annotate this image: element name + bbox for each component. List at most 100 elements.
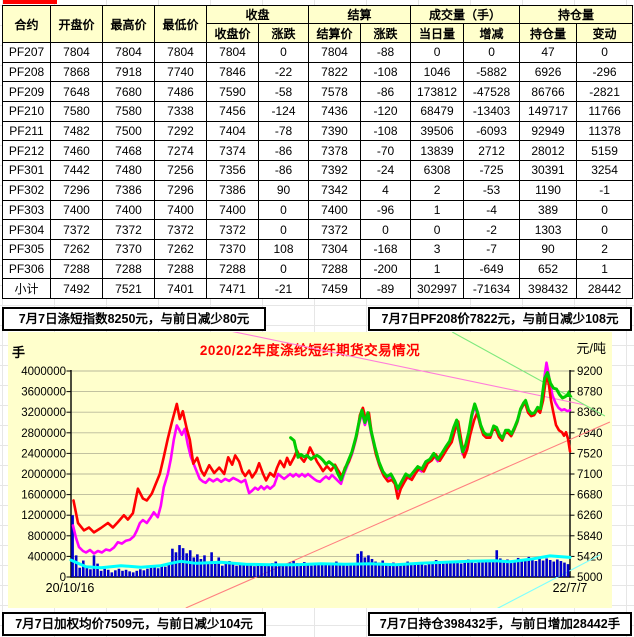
cell[interactable]: 7372 <box>102 219 155 240</box>
cell[interactable]: PF211 <box>2 120 51 142</box>
cell[interactable]: -168 <box>360 238 412 260</box>
cell[interactable]: 7804 <box>154 42 207 63</box>
cell[interactable]: PF207 <box>2 42 51 63</box>
column-header[interactable]: 结算价 <box>308 23 362 43</box>
cell[interactable]: 7274 <box>154 140 207 162</box>
column-header[interactable]: 持仓量 <box>519 23 578 43</box>
cell[interactable]: 7372 <box>50 219 103 240</box>
cell[interactable]: PF302 <box>2 179 51 201</box>
cell[interactable]: 小计 <box>2 278 51 299</box>
cell[interactable]: 7400 <box>206 199 259 221</box>
group-header[interactable]: 结算 <box>308 5 412 24</box>
cell[interactable]: -124 <box>257 101 310 122</box>
cell[interactable]: -7 <box>463 238 521 260</box>
cell[interactable]: -86 <box>360 81 412 103</box>
cell[interactable]: 28012 <box>519 140 578 162</box>
cell[interactable]: 2 <box>410 179 465 201</box>
cell[interactable]: 3 <box>410 238 465 260</box>
cell[interactable]: 90 <box>257 179 310 201</box>
cell[interactable]: 7374 <box>206 140 259 162</box>
cell[interactable]: 7378 <box>308 140 362 162</box>
cell[interactable]: 11378 <box>576 120 634 142</box>
cell[interactable]: -89 <box>360 278 412 299</box>
cell[interactable]: 7804 <box>102 42 155 63</box>
cell[interactable]: 47 <box>519 42 578 63</box>
column-header[interactable]: 增减 <box>463 23 521 43</box>
cell[interactable]: 7372 <box>154 219 207 240</box>
cell[interactable]: 7804 <box>308 42 362 63</box>
cell[interactable]: 7288 <box>308 258 362 280</box>
cell[interactable]: 7480 <box>102 160 155 181</box>
cell[interactable]: 1 <box>410 258 465 280</box>
cell[interactable]: 28442 <box>576 278 634 299</box>
cell[interactable]: 7292 <box>154 120 207 142</box>
column-header[interactable]: 涨跌 <box>257 23 310 43</box>
cell[interactable]: 7468 <box>102 140 155 162</box>
cell[interactable]: -96 <box>360 199 412 221</box>
cell[interactable]: 4 <box>360 179 412 201</box>
cell[interactable]: 7400 <box>102 199 155 221</box>
cell[interactable]: PF212 <box>2 140 51 162</box>
cell[interactable]: 7648 <box>50 81 103 103</box>
cell[interactable]: 7262 <box>50 238 103 260</box>
cell[interactable]: -2 <box>463 219 521 240</box>
cell[interactable]: 86766 <box>519 81 578 103</box>
cell[interactable]: 7868 <box>50 61 103 83</box>
column-header[interactable]: 收盘价 <box>206 23 259 43</box>
cell[interactable]: 389 <box>519 199 578 221</box>
cell[interactable]: 7372 <box>308 219 362 240</box>
cell[interactable]: 7459 <box>308 278 362 299</box>
cell[interactable]: -108 <box>360 120 412 142</box>
cell[interactable]: 7521 <box>102 278 155 299</box>
cell[interactable]: 7918 <box>102 61 155 83</box>
cell[interactable]: 7370 <box>102 238 155 260</box>
cell[interactable]: 2712 <box>463 140 521 162</box>
cell[interactable]: 302997 <box>410 278 465 299</box>
cell[interactable]: 0 <box>410 219 465 240</box>
cell[interactable]: 7296 <box>50 179 103 201</box>
cell[interactable]: 1190 <box>519 179 578 201</box>
cell[interactable]: -649 <box>463 258 521 280</box>
column-header[interactable]: 变动 <box>576 23 634 43</box>
cell[interactable]: 7460 <box>50 140 103 162</box>
cell[interactable]: -86 <box>257 160 310 181</box>
cell[interactable]: 7456 <box>206 101 259 122</box>
cell[interactable]: 1 <box>576 258 634 280</box>
cell[interactable]: 7386 <box>102 179 155 201</box>
cell[interactable]: 1 <box>410 199 465 221</box>
column-header[interactable]: 当日量 <box>410 23 465 43</box>
cell[interactable]: 6926 <box>519 61 578 83</box>
cell[interactable]: 2 <box>576 238 634 260</box>
cell[interactable]: 7372 <box>206 219 259 240</box>
cell[interactable]: 92949 <box>519 120 578 142</box>
cell[interactable]: -4 <box>463 199 521 221</box>
cell[interactable]: -22 <box>257 61 310 83</box>
cell[interactable]: 7256 <box>154 160 207 181</box>
cell[interactable]: -2821 <box>576 81 634 103</box>
cell[interactable]: -296 <box>576 61 634 83</box>
cell[interactable]: 7262 <box>154 238 207 260</box>
cell[interactable]: 7390 <box>308 120 362 142</box>
cell[interactable]: 108 <box>257 238 310 260</box>
cell[interactable]: 1303 <box>519 219 578 240</box>
cell[interactable]: 11766 <box>576 101 634 122</box>
cell[interactable]: -200 <box>360 258 412 280</box>
cell[interactable]: PF305 <box>2 238 51 260</box>
cell[interactable]: 7288 <box>206 258 259 280</box>
cell[interactable]: -78 <box>257 120 310 142</box>
cell[interactable]: 7338 <box>154 101 207 122</box>
cell[interactable]: 7804 <box>206 42 259 63</box>
cell[interactable]: 5159 <box>576 140 634 162</box>
cell[interactable]: 0 <box>576 199 634 221</box>
cell[interactable]: -53 <box>463 179 521 201</box>
cell[interactable]: 68479 <box>410 101 465 122</box>
cell[interactable]: 0 <box>257 219 310 240</box>
cell[interactable]: 0 <box>576 42 634 63</box>
cell[interactable]: 7500 <box>102 120 155 142</box>
column-header[interactable]: 最低价 <box>154 5 207 43</box>
cell[interactable]: 7400 <box>154 199 207 221</box>
cell[interactable]: 7296 <box>154 179 207 201</box>
cell[interactable]: 7404 <box>206 120 259 142</box>
cell[interactable]: 90 <box>519 238 578 260</box>
cell[interactable]: 7401 <box>154 278 207 299</box>
